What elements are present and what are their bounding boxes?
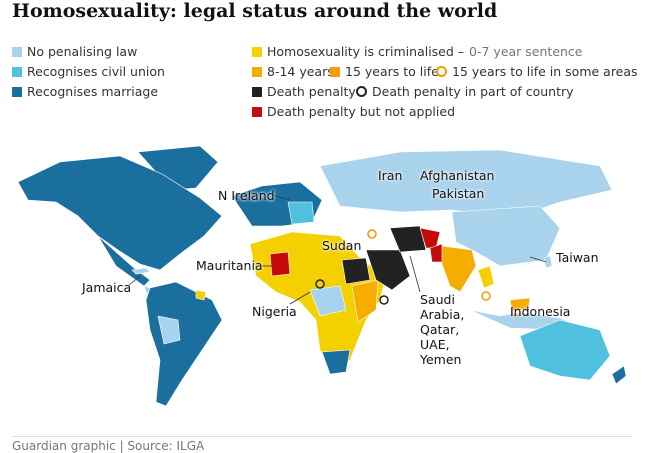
legend-item: 15 years to life [330, 64, 439, 79]
legend-label: Recognises civil union [27, 64, 165, 79]
map-label: Sudan [322, 238, 362, 253]
legend-label: Death penalty but not applied [267, 104, 456, 119]
legend-marker [12, 86, 22, 97]
legend-label: No penalising law [27, 44, 138, 59]
legend-label: 8-14 years [267, 64, 334, 79]
legend-item: Homosexuality is criminalised – 0-7 year … [252, 44, 583, 59]
map-label: Indonesia [510, 304, 571, 319]
map-label-line: UAE, [420, 337, 450, 352]
legend-label: Death penalty in part of country [372, 84, 574, 99]
world-map [17, 145, 627, 407]
legend-item: No penalising law [12, 44, 137, 59]
map-label: Iran [378, 168, 403, 183]
legend-detail: 0-7 year sentence [469, 44, 583, 59]
legend-item: Recognises civil union [12, 64, 165, 79]
map-label: Taiwan [556, 250, 599, 265]
legend-item: Death penalty in part of country [356, 84, 574, 99]
footer: Guardian graphic | Source: ILGA [12, 436, 632, 453]
legend-item: Death penalty but not applied [252, 104, 455, 119]
legend-label: Recognises marriage [27, 84, 159, 99]
map-label: Mauritania [196, 258, 263, 273]
legend-marker [252, 86, 262, 97]
legend-marker [12, 46, 22, 57]
legend-marker [330, 66, 340, 77]
legend-marker [12, 66, 22, 77]
legend-marker [252, 46, 262, 57]
map-label-line: Qatar, [420, 322, 460, 337]
legend-label: 15 years to life in some areas [452, 64, 638, 79]
legend-item: Recognises marriage [12, 84, 158, 99]
map-label: Jamaica [82, 280, 132, 295]
legend-item: 8-14 years [252, 64, 334, 79]
legend-item: Death penalty [252, 84, 356, 99]
map-label-line: Arabia, [420, 307, 465, 322]
legend-marker [252, 66, 262, 77]
legend-marker [436, 66, 447, 77]
legend-marker [252, 106, 262, 117]
map-label-line: Saudi [420, 292, 455, 307]
map-label: Pakistan [432, 186, 485, 201]
map-label: Nigeria [252, 304, 297, 319]
map-label: Saudi Arabia, Qatar, UAE, Yemen [420, 292, 464, 367]
map-label: Afghanistan [420, 168, 495, 183]
legend-label: 15 years to life [345, 64, 439, 79]
map-label: N Ireland [218, 188, 275, 203]
legend-label: Death penalty [267, 84, 356, 99]
legend-item: 15 years to life in some areas [436, 64, 638, 79]
legend-label: Homosexuality is criminalised – [267, 44, 465, 59]
title: Homosexuality: legal status around the w… [12, 0, 498, 22]
map-label-line: Yemen [420, 352, 462, 367]
legend-marker [356, 86, 367, 97]
